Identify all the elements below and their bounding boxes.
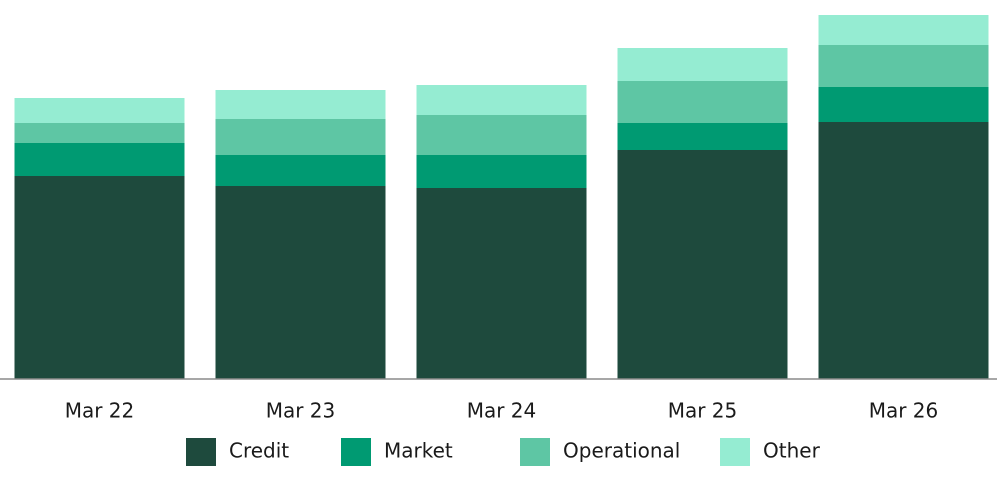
legend-swatch [186, 438, 216, 466]
bar-segment [215, 155, 386, 186]
bar-segment [617, 81, 788, 123]
bar-segment [416, 115, 587, 155]
bar-segment [617, 48, 788, 81]
bar-segment [818, 15, 989, 45]
bar-segment [14, 98, 185, 123]
legend-swatch [520, 438, 550, 466]
legend-swatch [720, 438, 750, 466]
x-tick-label: Mar 23 [266, 399, 336, 423]
bar-segment [818, 45, 989, 87]
bar-segment [416, 85, 587, 115]
x-tick-label: Mar 26 [869, 399, 939, 423]
bar-segment [14, 143, 185, 176]
legend-label: Market [384, 439, 453, 463]
bar-segment [14, 176, 185, 379]
x-tick-label: Mar 24 [467, 399, 537, 423]
x-tick-label: Mar 22 [65, 399, 135, 423]
legend-label: Credit [229, 439, 289, 463]
bar-segment [818, 122, 989, 379]
bar-segment [416, 155, 587, 188]
bar-segment [215, 90, 386, 119]
bar-segment [818, 87, 989, 122]
bar-segment [14, 123, 185, 143]
bar-segment [416, 188, 587, 379]
bar-segment [617, 123, 788, 150]
bar-segment [617, 150, 788, 379]
bar-segment [215, 119, 386, 155]
legend-label: Operational [563, 439, 680, 463]
legend-swatch [341, 438, 371, 466]
bar-segment [215, 186, 386, 379]
legend-label: Other [763, 439, 821, 463]
x-tick-label: Mar 25 [668, 399, 738, 423]
